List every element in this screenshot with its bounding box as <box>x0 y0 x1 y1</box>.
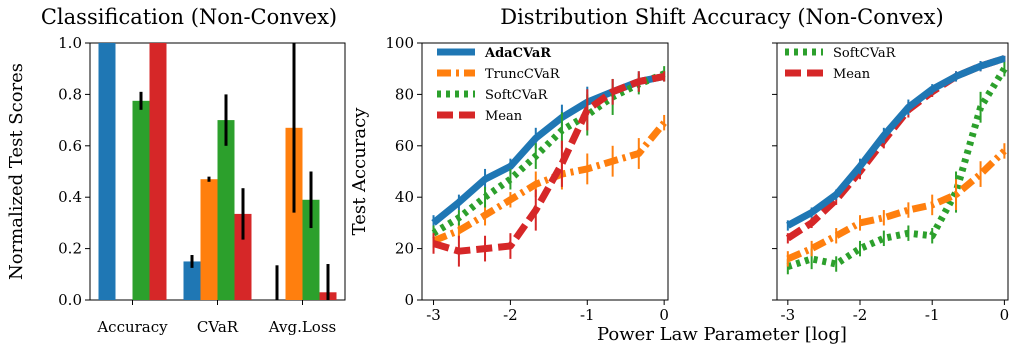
bar <box>302 199 320 300</box>
bar <box>132 100 150 300</box>
plot-frame <box>776 42 1009 301</box>
y-tick-label: 40 <box>395 188 414 206</box>
plot-frame <box>421 42 669 301</box>
series-line <box>432 120 667 245</box>
y-tick-label: 0 <box>404 291 414 309</box>
x-tick-label: -2 <box>853 306 868 324</box>
bar <box>149 43 167 300</box>
y-tick-label: 100 <box>385 34 414 52</box>
x-tick-label: -3 <box>426 306 441 324</box>
series-line <box>786 55 1006 229</box>
y-axis-label: Test Accuracy <box>349 107 370 236</box>
x-tick-label: 0 <box>1000 306 1010 324</box>
y-tick-label: 0.0 <box>58 291 82 309</box>
y-tick-label: 0.2 <box>58 240 82 258</box>
legend-label: Mean <box>485 109 523 124</box>
y-tick-label: 80 <box>395 85 414 103</box>
legend-label: SoftCVaR <box>833 46 897 61</box>
bar <box>98 43 116 300</box>
series-line <box>786 66 1008 270</box>
line-chart-distribution-shift-left: -3 -2 -1 0 0 20 40 60 80 100 Test Accuracy AdaCVaR T… <box>349 34 669 324</box>
y-axis-label: Normalized Test Scores <box>6 63 27 280</box>
bar <box>183 261 201 300</box>
x-tick-label: -1 <box>580 306 595 324</box>
bar-chart-classification: Accuracy CVaR Avg.Loss 0.0 0.2 0.4 0.6 0.8 1.0 No… <box>6 34 346 336</box>
x-tick-label: CVaR <box>197 318 239 336</box>
legend-label: TruncCVaR <box>485 67 561 82</box>
y-tick-label: 20 <box>395 240 414 258</box>
chart-title-distribution-shift: Distribution Shift Accuracy (Non-Convex) <box>500 5 943 29</box>
series-line <box>786 148 1007 263</box>
legend-label: AdaCVaR <box>484 46 551 61</box>
x-tick-label: -1 <box>925 306 940 324</box>
y-tick-label: 0.8 <box>58 85 82 103</box>
shared-x-axis-label: Power Law Parameter [log] <box>597 324 847 345</box>
bar <box>285 127 303 300</box>
series-line <box>431 72 665 226</box>
bar <box>234 213 252 300</box>
x-tick-label: -3 <box>781 306 796 324</box>
series-line <box>431 70 666 237</box>
y-tick-label: 0.6 <box>58 137 82 155</box>
legend-label: SoftCVaR <box>485 88 549 103</box>
bar <box>217 120 235 300</box>
chart-title-classification: Classification (Non-Convex) <box>41 5 337 29</box>
x-tick-label: -2 <box>503 306 518 324</box>
legend-label: Mean <box>833 67 871 82</box>
y-tick-label: 60 <box>395 137 414 155</box>
y-tick-label: 1.0 <box>58 34 82 52</box>
bar <box>200 179 218 300</box>
x-tick-label: Accuracy <box>96 318 168 336</box>
y-tick-label: 0.4 <box>58 188 82 206</box>
x-tick-label: 0 <box>659 306 669 324</box>
line-chart-distribution-shift-right: -3 -2 -1 0 SoftCVaR Mean <box>772 42 1010 324</box>
x-tick-label: Avg.Loss <box>268 318 336 336</box>
